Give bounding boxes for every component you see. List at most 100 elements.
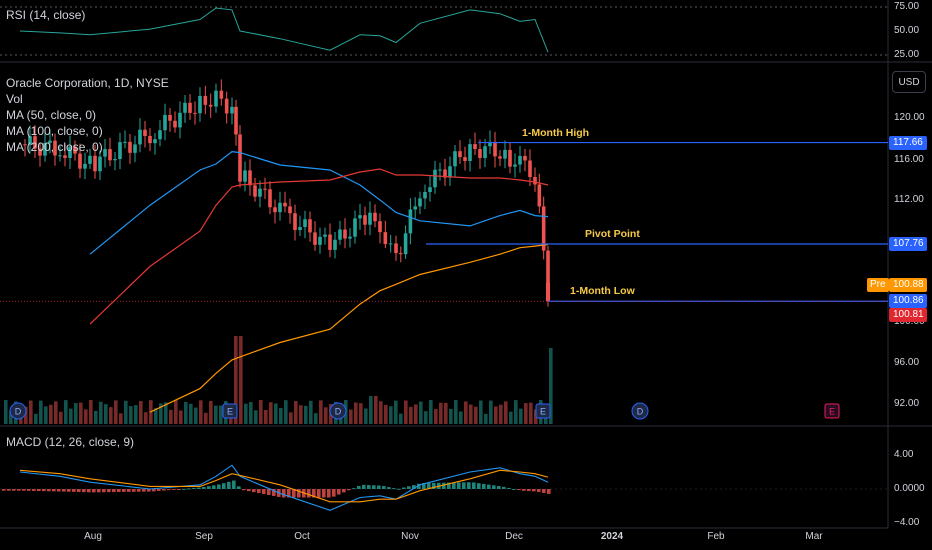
volume-bar bbox=[199, 400, 203, 424]
candle-body bbox=[363, 215, 367, 225]
candle-body bbox=[518, 155, 522, 165]
macd-histogram-bar bbox=[252, 489, 256, 493]
macd-histogram-bar bbox=[297, 489, 301, 498]
macd-histogram-bar bbox=[192, 487, 196, 489]
volume-bar bbox=[314, 413, 318, 424]
volume-bar bbox=[459, 411, 463, 424]
volume-bar bbox=[469, 404, 473, 424]
ma-line-0 bbox=[89, 150, 549, 255]
dividend-marker bbox=[631, 402, 649, 420]
candle-body bbox=[168, 114, 172, 121]
ma-line-2 bbox=[149, 243, 549, 413]
candle-body bbox=[183, 102, 187, 113]
macd-histogram-bar bbox=[157, 489, 161, 491]
currency-button[interactable]: USD bbox=[892, 71, 926, 93]
candle-body bbox=[328, 234, 332, 250]
macd-histogram-bar bbox=[172, 489, 176, 490]
macd-histogram-bar bbox=[442, 482, 446, 489]
candle-body bbox=[503, 149, 507, 159]
candle-body bbox=[373, 212, 377, 222]
candle-body bbox=[63, 155, 67, 158]
candle-body bbox=[278, 202, 282, 213]
macd-histogram-bar bbox=[167, 489, 171, 491]
volume-bar bbox=[524, 403, 528, 424]
rsi-legend[interactable]: RSI (14, close) bbox=[6, 8, 86, 22]
macd-legend[interactable]: MACD (12, 26, close, 9) bbox=[6, 435, 135, 449]
macd-histogram-bar bbox=[487, 484, 491, 489]
volume-bar bbox=[289, 412, 293, 424]
candle-body bbox=[428, 187, 432, 193]
volume-bar bbox=[209, 400, 213, 424]
macd-histogram-bar bbox=[312, 489, 316, 498]
rsi-lines bbox=[19, 7, 549, 53]
volume-bar bbox=[124, 400, 128, 424]
candle-body bbox=[273, 207, 277, 213]
candle-body bbox=[353, 218, 357, 237]
volume-bar bbox=[144, 412, 148, 424]
volume-bar bbox=[354, 402, 358, 424]
grid-layer bbox=[0, 0, 932, 529]
candle-body bbox=[230, 106, 234, 114]
earnings-marker bbox=[535, 403, 551, 419]
dividend-marker bbox=[9, 402, 27, 420]
candle-body bbox=[493, 141, 497, 157]
candle-body bbox=[413, 206, 417, 210]
macd-histogram-bar bbox=[37, 489, 41, 492]
volume-bar bbox=[364, 408, 368, 424]
macd-histogram-bar bbox=[357, 486, 361, 489]
macd-histogram-bar bbox=[397, 488, 401, 490]
volume-bar bbox=[379, 401, 383, 424]
macd-histogram-bar bbox=[62, 489, 66, 492]
macd-histogram-bar bbox=[222, 483, 226, 489]
time-axis-label: Dec bbox=[505, 531, 523, 542]
macd-histogram-bar bbox=[522, 489, 526, 491]
candle-body bbox=[198, 95, 202, 114]
volume-bar bbox=[319, 400, 323, 424]
ma200-legend[interactable]: MA (200, close, 0) bbox=[6, 140, 103, 154]
macd-histogram-bar bbox=[12, 489, 16, 491]
volume-legend[interactable]: Vol bbox=[6, 92, 23, 106]
macd-histogram-bar bbox=[2, 489, 6, 491]
candle-body bbox=[388, 243, 393, 245]
earnings-marker bbox=[222, 403, 238, 419]
macd-histogram-bar bbox=[137, 489, 141, 492]
volume-bar bbox=[449, 408, 453, 424]
candle-body bbox=[98, 156, 102, 172]
ma100-legend[interactable]: MA (100, close, 0) bbox=[6, 124, 103, 138]
volume-bar bbox=[499, 404, 503, 424]
volume-bar bbox=[4, 400, 8, 424]
premarket-badge: Pre bbox=[867, 278, 889, 292]
volume-bar bbox=[59, 411, 63, 424]
candle-body bbox=[418, 198, 422, 207]
candle-body bbox=[38, 148, 42, 156]
macd-tick-label: 4.00 bbox=[894, 449, 914, 460]
macd-histogram-bar bbox=[97, 489, 101, 493]
candle-body bbox=[498, 156, 502, 159]
price-tag: 100.81 bbox=[889, 308, 927, 322]
ma50-legend[interactable]: MA (50, close, 0) bbox=[6, 108, 97, 122]
macd-histogram-bar bbox=[292, 489, 296, 498]
symbol-legend[interactable]: Oracle Corporation, 1D, NYSE bbox=[6, 76, 169, 90]
macd-histogram-bar bbox=[472, 482, 476, 489]
macd-histogram-bar bbox=[112, 489, 116, 493]
macd-line bbox=[19, 464, 549, 511]
rsi-tick-label: 75.00 bbox=[894, 1, 920, 12]
candle-body bbox=[48, 140, 52, 143]
volume-bar bbox=[34, 413, 38, 424]
macd-histogram-bar bbox=[7, 489, 11, 491]
volume-bar bbox=[504, 401, 508, 424]
candle-body bbox=[23, 144, 27, 146]
volume-bar bbox=[119, 413, 123, 424]
candle-body bbox=[378, 221, 382, 233]
candle-body bbox=[463, 157, 467, 161]
macd-histogram-bar bbox=[257, 489, 261, 494]
volume-bars bbox=[4, 336, 553, 424]
volume-bar bbox=[54, 401, 58, 424]
candle-body bbox=[408, 209, 413, 234]
candle-body bbox=[193, 112, 197, 114]
macd-histogram-bar bbox=[427, 482, 431, 489]
candle-body bbox=[533, 177, 537, 185]
candlestick-series bbox=[23, 79, 550, 307]
